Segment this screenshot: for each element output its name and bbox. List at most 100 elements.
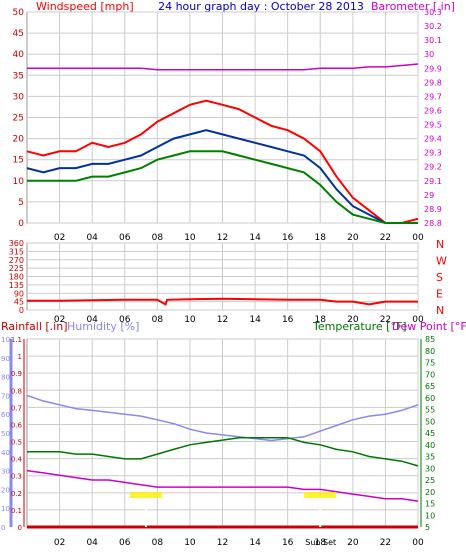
direction-tick-label: 360: [9, 239, 24, 248]
rainfall-axis-label: Rainfall [.in]: [1, 320, 68, 333]
rain-tick-label: 0.7: [11, 404, 22, 412]
temperature-chart: 0 0.1 0.2 0.3 0.4 0.5 0.6 0.7 0.8 0.9 1 1.1 0 10 20 30 4…: [1, 335, 435, 548]
sunrise-marker: [129, 492, 162, 498]
x-tick-label: 22: [380, 233, 391, 243]
humidity-tick-label: 70: [1, 392, 10, 400]
barometer-series: [27, 63, 419, 71]
humidity-tick-label: 10: [1, 505, 10, 513]
rain-tick-label: 0.4: [11, 456, 23, 464]
x-tick-label: 18: [315, 233, 327, 243]
baro-tick-label: 29.2: [424, 163, 442, 172]
rain-tick-label: 0.9: [11, 370, 22, 378]
x-tick-label: 12: [217, 233, 228, 243]
baro-tick-label: 29.6: [424, 106, 442, 115]
windspeed-axis-label: Windspeed [mph]: [36, 0, 134, 13]
temperature-tick-label: 70: [425, 370, 435, 379]
baro-tick-label: 30.1: [424, 36, 442, 45]
temperature-series: [27, 436, 419, 467]
barometer-axis-label: Barometer [.in]: [371, 0, 455, 13]
temperature-tick-label: 60: [425, 394, 435, 403]
humidity-series: [26, 394, 419, 442]
humidity-tick-label: 40: [1, 449, 10, 457]
temperature-tick-label: 15: [425, 500, 435, 509]
x-tick-label: 18: [315, 315, 327, 325]
x-tick-label: 22: [380, 315, 391, 325]
x-tick-label: 16: [282, 315, 294, 325]
x-tick-label: 20: [347, 538, 359, 548]
x-tick-label: 16: [282, 233, 294, 243]
wind-tick-label: 45: [13, 29, 24, 39]
x-tick-label: 04: [86, 315, 98, 325]
humidity-tick-label: 50: [1, 430, 10, 438]
humidity-tick-label: 20: [1, 486, 10, 494]
temperature-tick-label: 45: [425, 429, 435, 438]
compass-label: N: [436, 304, 444, 317]
temperature-tick-label: 30: [425, 464, 435, 473]
x-tick-label: 18: [315, 538, 327, 548]
temperature-tick-label: 80: [425, 347, 435, 356]
sunset-label: Sun Set: [305, 538, 336, 547]
x-tick-label: 08: [152, 315, 164, 325]
direction-tick-label: 180: [9, 273, 24, 282]
temperature-tick-label: 50: [425, 417, 435, 426]
wind-average-series: [26, 129, 418, 224]
direction-tick-label: 270: [9, 256, 24, 265]
sunset-marker: [304, 492, 337, 498]
temperature-tick-label: 40: [425, 441, 435, 450]
compass-label: S: [436, 271, 443, 284]
direction-tick-label: 90: [14, 289, 24, 298]
temperature-tick-label: 65: [425, 382, 435, 391]
humidity-tick-label: 30: [1, 468, 10, 476]
wind-tick-label: 50: [13, 8, 25, 18]
baro-tick-label: 30.2: [424, 22, 442, 31]
direction-tick-label: 45: [14, 298, 24, 307]
wind-tick-label: 5: [18, 198, 24, 208]
temperature-axis-label: Temperature [°F]: [312, 320, 407, 333]
compass-label: E: [436, 288, 443, 301]
wind-tick-label: 10: [13, 177, 25, 187]
baro-tick-label: 29.1: [424, 177, 442, 186]
baro-tick-label: 29: [424, 191, 434, 200]
temperature-tick-label: 20: [425, 488, 435, 497]
wind-direction-series: [27, 297, 418, 306]
humidity-tick-label: 60: [1, 411, 10, 419]
humidity-axis-label: Humidity [%]: [67, 320, 139, 333]
baro-tick-label: 29.8: [424, 78, 442, 87]
x-tick-label: 16: [282, 538, 294, 548]
rain-tick-label: 0.8: [11, 387, 22, 395]
x-tick-label: 12: [217, 315, 228, 325]
rain-tick-label: 0.1: [11, 507, 22, 515]
x-tick-label: 20: [347, 315, 359, 325]
baro-tick-label: 30: [424, 50, 434, 59]
x-tick-label: 06: [119, 315, 131, 325]
wind-low-series: [27, 150, 418, 224]
windspeed-series: [26, 99, 419, 224]
dewpoint-series: [26, 469, 419, 502]
rain-tick-label: 0.6: [11, 421, 23, 429]
baro-tick-label: 29.7: [424, 92, 442, 101]
x-tick-label: 02: [54, 538, 65, 548]
baro-tick-label: 30.3: [424, 8, 442, 17]
baro-tick-label: 28.8: [424, 219, 442, 228]
direction-tick-label: 225: [9, 264, 24, 273]
x-tick-label: 08: [152, 538, 164, 548]
temperature-tick-label: 35: [425, 453, 435, 462]
x-tick-label: 00: [412, 315, 424, 325]
wind-tick-label: 30: [13, 92, 25, 102]
x-tick-label: 04: [86, 233, 98, 243]
wind-tick-label: 25: [13, 114, 24, 124]
chart-title: 24 hour graph day : October 28 2013: [158, 0, 364, 13]
rain-tick-label: 1.1: [11, 336, 22, 344]
humidity-tick-label: 0: [1, 524, 5, 532]
x-tick-label: 12: [217, 538, 228, 548]
x-tick-label: 00: [412, 233, 424, 243]
direction-tick-label: 0: [19, 306, 24, 315]
x-tick-label: 14: [249, 315, 261, 325]
x-tick-label: 06: [119, 538, 131, 548]
humidity-tick-label: 90: [1, 355, 10, 363]
wind-tick-label: 15: [13, 156, 24, 166]
wind-tick-label: 0: [18, 219, 24, 229]
baro-tick-label: 29.4: [424, 135, 442, 144]
